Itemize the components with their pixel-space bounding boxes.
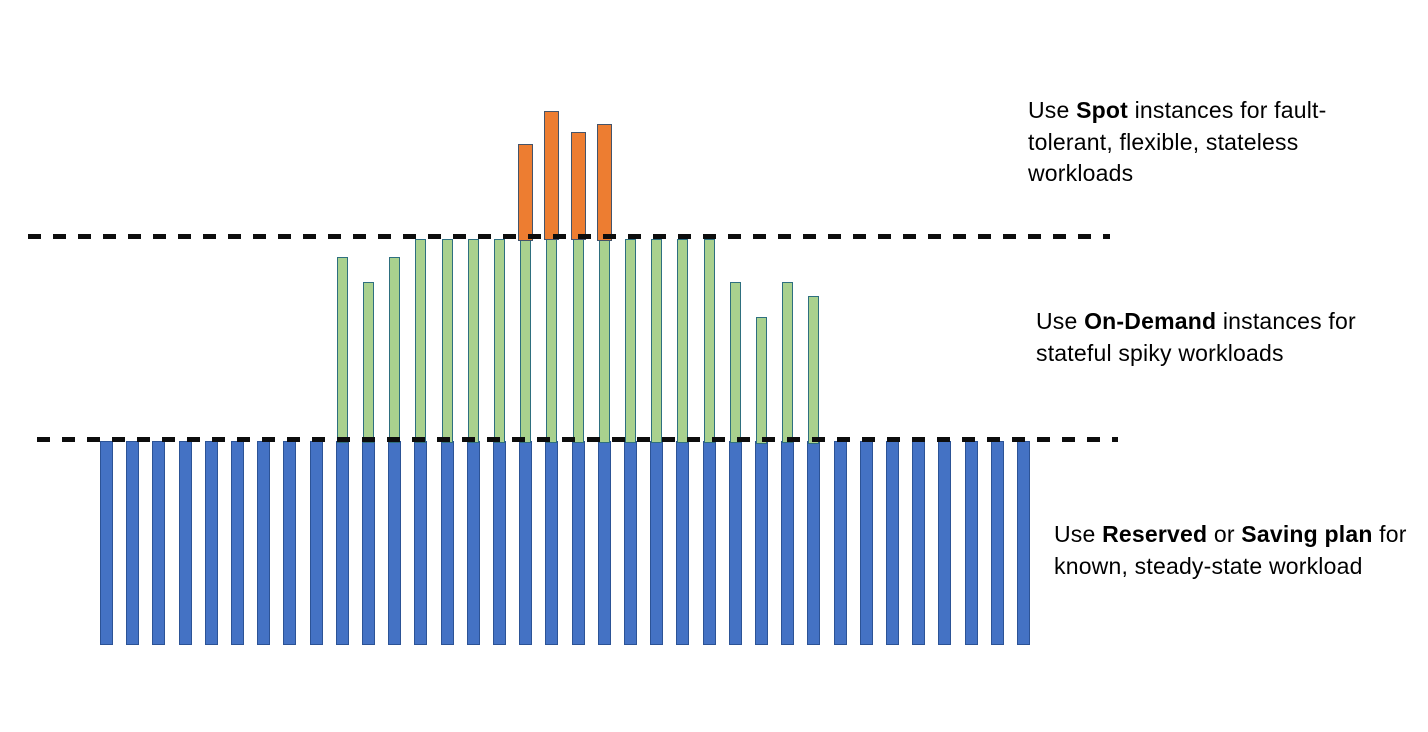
on-demand-bar: [598, 238, 610, 444]
reserved-bar: [493, 440, 506, 645]
reserved-bar: [571, 440, 585, 645]
on-demand-bar: [415, 238, 427, 444]
reserved-bar: [650, 440, 664, 645]
on-demand-bar: [756, 316, 767, 444]
reserved-bar: [912, 440, 926, 645]
on-demand-bar: [467, 238, 479, 444]
on-demand-bar: [782, 281, 794, 444]
on-demand-bar: [546, 238, 558, 444]
spot-annotation-line: workloads: [1028, 160, 1134, 186]
reserved-bar: [388, 440, 402, 645]
on-demand-bar: [520, 238, 532, 444]
on-demand-bar: [363, 281, 374, 444]
reserved-bar: [990, 440, 1004, 645]
reserved-bar: [362, 440, 375, 645]
reserved-bar: [178, 440, 192, 645]
on-demand-bar: [572, 238, 584, 444]
spot-bar: [544, 111, 560, 241]
on-demand-bar: [625, 238, 636, 444]
spot-annotation-line: tolerant, flexible, stateless: [1028, 128, 1299, 155]
spot-threshold-line: [28, 234, 1110, 239]
reserved-bar: [702, 440, 716, 645]
reserved-bar: [781, 440, 795, 645]
reserved-bar: [152, 440, 166, 645]
on-demand-bar: [808, 296, 820, 444]
reserved-bar: [440, 440, 454, 645]
reserved-bar: [1017, 440, 1030, 645]
reserved-bar: [257, 440, 271, 645]
reserved-bar: [283, 440, 297, 645]
reserved-bar: [755, 440, 768, 645]
reserved-bar: [335, 440, 349, 645]
reserved-bar: [466, 440, 480, 645]
reserved-bar: [807, 440, 821, 645]
spot-bar: [570, 131, 586, 241]
baseline-threshold-line: [37, 437, 1118, 442]
ondemand-annotation-line: Use On-Demand instances for: [1036, 308, 1356, 334]
reserved-bar: [204, 440, 218, 645]
spot-annotation-line: Use Spot instances for fault-: [1028, 97, 1327, 123]
reserved-bar: [624, 440, 637, 645]
on-demand-bar: [494, 238, 505, 444]
reserved-bar: [126, 440, 140, 645]
reserved-bar: [676, 440, 690, 645]
reserved-bar: [414, 440, 428, 645]
ondemand-annotation-line: stateful spiky workloads: [1036, 339, 1284, 366]
spot-bar: [518, 144, 534, 241]
reserved-bar: [545, 440, 559, 645]
reserved-bar: [833, 440, 847, 645]
reserved-bar: [859, 440, 873, 645]
on-demand-bar: [441, 238, 453, 444]
reserved-bar: [519, 440, 533, 645]
on-demand-bar: [729, 281, 741, 444]
reserved-bar: [231, 440, 244, 645]
reserved-bar: [886, 440, 899, 645]
spot-bar: [596, 123, 612, 241]
reserved-bar: [964, 440, 978, 645]
on-demand-bar: [389, 257, 401, 444]
reserved-annotation: Use Reserved or Saving plan for known, st…: [1054, 519, 1407, 582]
reserved-bar: [938, 440, 952, 645]
reserved-annotation-line: known, steady-state workload: [1054, 552, 1363, 579]
reserved-bar: [728, 440, 742, 645]
on-demand-bar: [336, 257, 348, 444]
on-demand-bar: [651, 238, 663, 444]
reserved-annotation-line: Use Reserved or Saving plan for: [1054, 521, 1407, 547]
reserved-bar: [100, 440, 113, 645]
ondemand-annotation: Use On-Demand instances for stateful spik…: [1036, 306, 1356, 369]
reserved-bar: [597, 440, 611, 645]
reserved-bar: [309, 440, 323, 645]
on-demand-bar: [703, 238, 715, 444]
on-demand-bar: [677, 238, 689, 444]
spot-annotation: Use Spot instances for fault-tolerant, f…: [1028, 95, 1327, 190]
